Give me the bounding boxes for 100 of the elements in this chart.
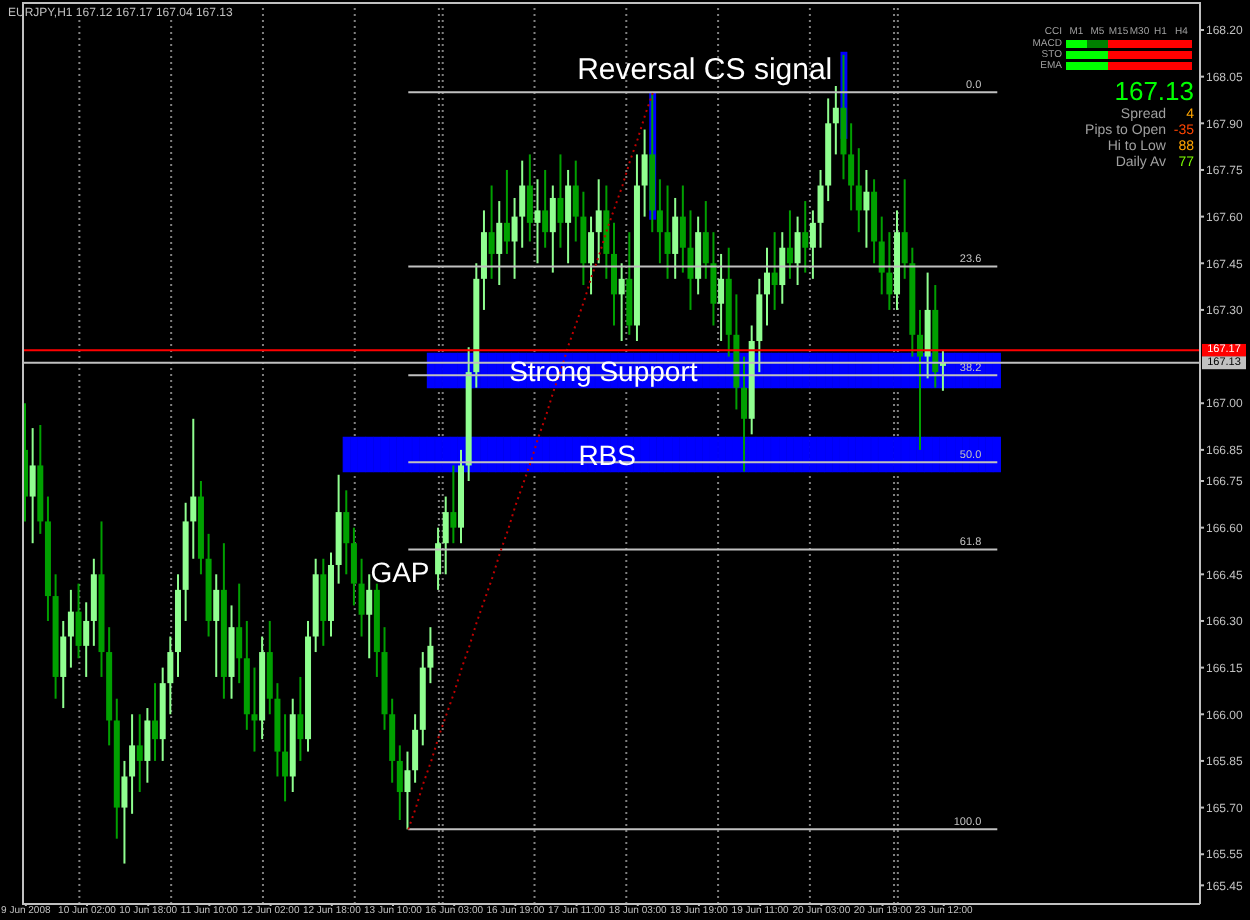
bar <box>350 436 359 473</box>
candlestick <box>136 713 143 794</box>
candlestick <box>595 178 602 265</box>
candlestick <box>90 557 97 647</box>
bar <box>488 436 497 473</box>
candlestick <box>435 526 442 591</box>
candlestick <box>526 153 533 243</box>
bar <box>939 436 948 473</box>
bar <box>816 436 826 473</box>
candlestick <box>809 209 816 280</box>
candlestick <box>442 495 449 576</box>
candlestick <box>152 682 159 762</box>
candlestick <box>549 184 556 274</box>
candlestick <box>794 215 801 287</box>
bar <box>702 436 711 473</box>
bar <box>992 352 1001 389</box>
annotation: 167.13 <box>1114 76 1194 106</box>
bar <box>549 436 558 473</box>
candlestick <box>350 526 357 607</box>
candlestick <box>779 231 786 305</box>
candlestick <box>565 168 572 265</box>
candlestick <box>83 601 90 678</box>
candlestick <box>213 573 220 678</box>
bar <box>717 436 726 473</box>
candlestick <box>763 246 770 327</box>
bar <box>434 436 443 473</box>
bar <box>396 436 405 473</box>
candlestick <box>121 759 128 865</box>
candlestick <box>404 750 411 831</box>
candlestick <box>358 557 365 638</box>
candlestick <box>366 573 373 660</box>
candlestick <box>718 252 725 343</box>
bar <box>725 436 734 473</box>
bar <box>656 436 665 473</box>
bar <box>510 436 520 473</box>
bar <box>442 436 451 473</box>
candlestick <box>75 582 82 660</box>
series-label: Reversal CS signal <box>577 52 833 87</box>
bar <box>694 436 703 473</box>
bar <box>878 436 887 473</box>
candlestick <box>611 221 617 327</box>
bar <box>870 436 879 473</box>
bar <box>924 436 933 473</box>
bar <box>771 436 780 473</box>
bar <box>411 436 420 473</box>
bar <box>748 436 757 473</box>
bar <box>893 436 902 473</box>
candlestick <box>786 209 793 280</box>
bar <box>855 436 864 473</box>
candlestick <box>60 619 67 710</box>
bar <box>832 436 841 473</box>
candlestick <box>672 196 679 280</box>
candlestick <box>236 582 243 685</box>
candlestick <box>396 744 403 822</box>
candlestick <box>534 178 541 265</box>
bar <box>793 436 803 473</box>
candlestick <box>557 153 564 249</box>
candlestick <box>412 713 419 784</box>
candlestick <box>588 215 595 296</box>
bar <box>419 436 428 473</box>
bar <box>985 436 994 473</box>
candlestick <box>802 200 809 274</box>
candlestick <box>343 489 350 576</box>
candlestick <box>29 427 36 545</box>
bar <box>992 436 1001 473</box>
bar <box>380 436 389 473</box>
candlestick <box>626 231 633 336</box>
candlestick <box>656 178 663 265</box>
bar <box>641 436 650 473</box>
bar <box>809 436 818 473</box>
candlestick <box>832 84 839 156</box>
candlestick <box>641 128 648 218</box>
bar <box>373 436 382 473</box>
annotation: GAP <box>370 556 430 588</box>
candlestick <box>320 557 327 647</box>
bar <box>946 436 956 473</box>
candlestick <box>480 209 487 311</box>
bar <box>503 436 512 473</box>
candlestick <box>848 122 855 212</box>
bar <box>480 436 489 473</box>
candlestick <box>664 184 671 280</box>
bar <box>357 436 367 473</box>
candlestick <box>67 588 74 669</box>
candlestick <box>496 200 503 287</box>
bar <box>847 436 856 473</box>
bar <box>663 436 673 473</box>
candlestick <box>129 713 136 815</box>
candlestick <box>144 707 151 784</box>
candlestick <box>771 231 778 311</box>
candlestick <box>855 147 862 234</box>
candlestick <box>282 713 289 803</box>
bar <box>679 436 688 473</box>
candlestick <box>297 675 304 762</box>
candlestick <box>863 168 870 249</box>
candlestick <box>542 168 549 249</box>
bar <box>763 436 772 473</box>
candlestick <box>695 215 702 296</box>
candlestick <box>488 184 495 280</box>
bar <box>786 436 795 473</box>
bar <box>901 436 910 473</box>
